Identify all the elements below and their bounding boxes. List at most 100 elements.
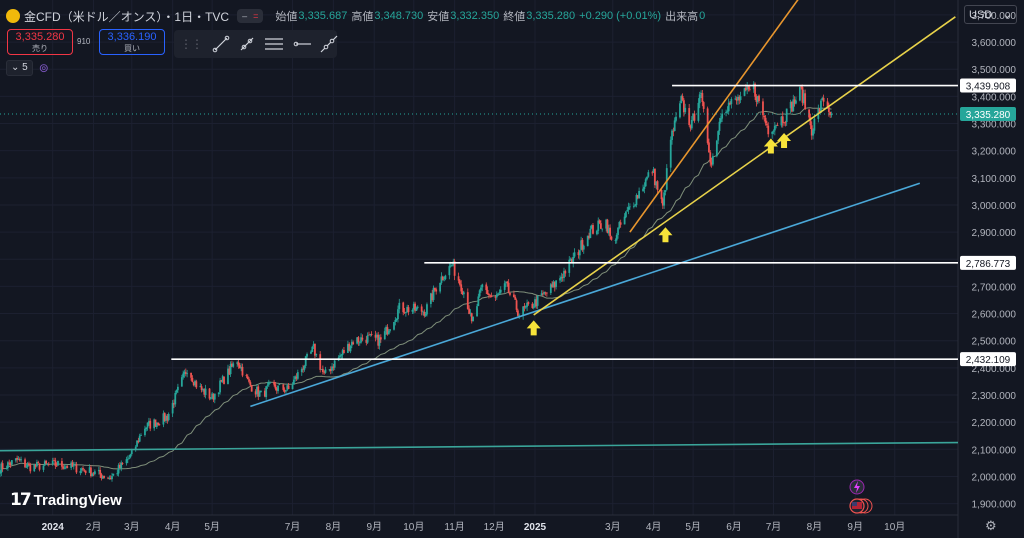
price-tick-label: 1,900.000 [972,500,1017,511]
candle-body [404,312,407,314]
candle-body [366,335,369,343]
candle-body [433,287,436,290]
price-tick-label: 3,600.000 [972,38,1017,49]
trend-angle-tool-icon[interactable] [238,33,256,55]
candle-body [92,473,95,475]
candle-body [698,94,701,104]
candle-body [589,228,592,238]
candle-body [826,101,829,108]
indicator-row: ⌄ 5 ⊚ [6,60,49,76]
last-price-label: 3,335.280 [966,110,1011,121]
candle-body [524,306,527,308]
candle-body [245,375,248,377]
candle-body [278,384,281,386]
candle-body [70,462,73,468]
candle-body [737,97,739,101]
trend-line-tool-icon[interactable] [212,33,230,55]
candle-body [379,337,382,340]
sell-button[interactable]: 3,335.280 売り [7,29,73,55]
candle-body [605,219,608,229]
candle-body [54,460,57,466]
candle-body [129,454,132,458]
candle-body [615,235,618,241]
candle-body [377,334,380,346]
candle-body [153,419,156,429]
up-arrow-marker [658,227,673,243]
candle-body [775,124,778,126]
candle-body [563,270,565,278]
candle-body [829,111,832,116]
candle-body [312,344,315,347]
candle-body [29,464,32,472]
currency-select[interactable]: USD ⌄ [964,5,1017,24]
candle-body [758,95,760,101]
candle-body [683,100,685,113]
indicators-toggle[interactable]: ⌄ 5 [6,60,33,76]
candle-body [725,112,727,114]
candle-body [7,462,9,468]
candle-body [647,172,650,177]
drag-handle-icon[interactable]: ⋮⋮ [180,37,203,51]
price-tick-label: 3,400.000 [972,92,1017,103]
candle-body [72,465,75,467]
candle-body [516,310,519,316]
time-tick-label: 4月 [165,521,181,533]
candle-body [523,306,526,308]
candle-body [552,281,555,287]
buy-button[interactable]: 3,336.190 買い [99,29,165,55]
candle-body [495,294,498,298]
candle-body [101,476,104,479]
symbol-title[interactable]: 金CFD（米ドル／オンス）・1日・TVC [24,9,230,24]
candle-body [702,102,705,109]
candle-body [416,306,419,308]
price-tick-label: 3,100.000 [972,174,1017,185]
candle-body [100,474,103,479]
time-tick-label: 7月 [766,521,782,533]
price-tick-label: 2,300.000 [972,391,1017,402]
candle-body [223,376,225,384]
candle-body [522,306,525,316]
candle-body [655,181,658,186]
candle-body [112,473,115,476]
candle-body [374,334,377,338]
candle-body [535,299,538,307]
extended-line-tool-icon[interactable] [320,33,338,55]
candle-body [784,122,787,124]
candle-body [329,368,332,371]
candle-body [669,139,672,168]
candle-body [423,311,426,316]
indicator-settings-icon[interactable]: ⊚ [38,61,49,75]
candle-body [275,388,278,391]
candle-body [490,295,493,298]
candle-body [154,419,157,427]
candle-body [257,386,260,397]
currency-value: USD [969,8,993,21]
tradingview-logo[interactable]: 17 TradingView [10,490,122,510]
candle-body [356,337,359,344]
candle-body [689,125,692,129]
toggle-minus-icon: – [242,11,248,21]
candle-body [99,470,102,475]
candle-body [532,306,535,308]
candle-body [61,461,63,467]
candle-body [642,188,644,191]
candle-body [165,415,167,421]
parallel-channel-tool-icon[interactable] [264,33,284,55]
candle-body [167,413,170,421]
candle-body [636,195,639,198]
chart-settings-icon[interactable]: ⚙ [985,518,997,533]
visibility-toggle[interactable]: – = [237,9,264,23]
price-tick-label: 2,600.000 [972,310,1017,321]
candle-body [209,398,212,399]
candle-body [190,372,192,378]
candle-body [107,477,109,479]
candle-body [47,464,50,465]
candle-body [684,107,687,112]
candle-body [57,460,59,466]
candle-body [403,312,406,313]
candle-body [368,334,370,336]
candle-body [140,435,142,436]
candle-body [292,379,295,385]
horizontal-ray-tool-icon[interactable] [292,33,312,55]
